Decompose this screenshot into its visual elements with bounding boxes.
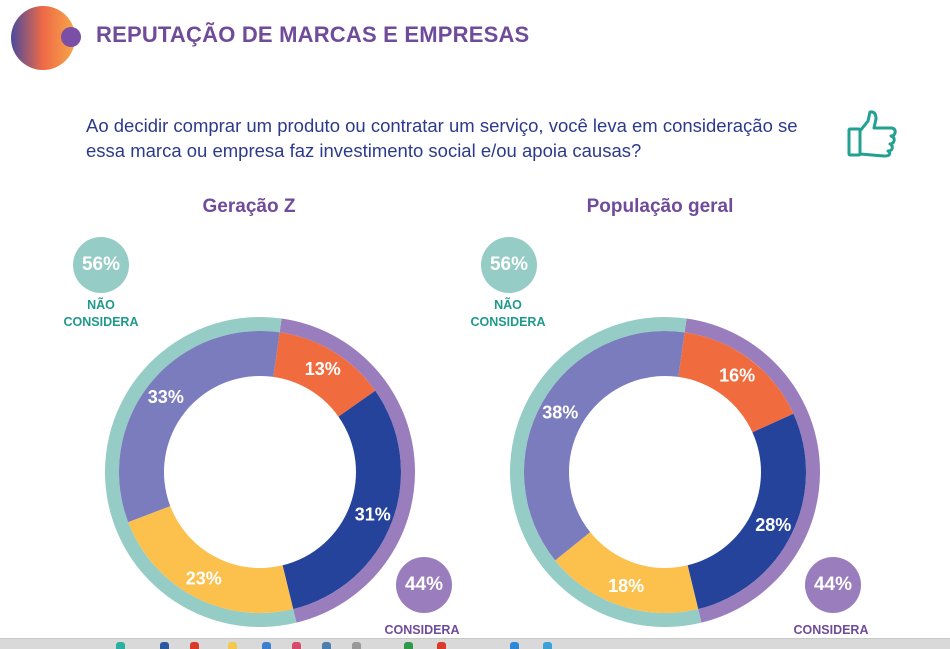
survey-question: Ao decidir comprar um produto ou contrat… — [86, 115, 798, 161]
segment-value-label: 18% — [608, 576, 644, 596]
chart-title-populacao-geral: População geral — [586, 196, 734, 217]
thumbs-up-icon — [847, 110, 897, 158]
label-line-1: NÃO — [87, 298, 115, 312]
chart-title-geracao-z: Geração Z — [202, 196, 296, 217]
taskbar-app-icon[interactable] — [228, 642, 237, 649]
inner-ring-segment — [128, 506, 294, 613]
brand-logo-icon — [11, 5, 81, 70]
taskbar-app-icon[interactable] — [160, 642, 169, 649]
nao-considera-bubble-geracao-z: 56% — [73, 237, 129, 293]
segment-value-label: 31% — [355, 504, 391, 524]
inner-ring-segment — [282, 390, 401, 610]
taskbar-app-icon[interactable] — [352, 642, 361, 649]
nao-considera-label-populacao-geral: NÃO CONSIDERA — [458, 297, 558, 331]
taskbar-app-icon[interactable] — [116, 642, 125, 649]
segment-value-label: 28% — [755, 515, 791, 535]
taskbar-app-icon[interactable] — [262, 642, 271, 649]
segment-value-label: 16% — [719, 366, 755, 386]
taskbar — [0, 638, 950, 649]
taskbar-app-icon[interactable] — [404, 642, 413, 649]
inner-ring-segment — [687, 413, 806, 610]
inner-ring-segment — [524, 331, 685, 561]
inner-ring-segment — [555, 532, 699, 613]
label-line-1: NÃO — [494, 298, 522, 312]
outer-ring-segment-considera — [684, 318, 820, 623]
label-line-2: CONSIDERA — [470, 315, 546, 329]
donut-chart-geracao-z: 13% 31% 23% 33% — [105, 317, 415, 627]
page-title: REPUTAÇÃO DE MARCAS E EMPRESAS — [96, 22, 530, 47]
taskbar-app-icon[interactable] — [510, 642, 519, 649]
nao-considera-label-geracao-z: NÃO CONSIDERA — [51, 297, 151, 331]
taskbar-app-icon[interactable] — [437, 642, 446, 649]
considera-label-populacao-geral: CONSIDERA — [793, 623, 869, 637]
inner-ring-segment — [273, 332, 376, 417]
taskbar-app-icon[interactable] — [190, 642, 199, 649]
inner-ring-segment — [678, 332, 794, 433]
segment-value-label: 13% — [305, 359, 341, 379]
considera-bubble-populacao-geral: 44% — [805, 557, 861, 613]
segment-value-label: 38% — [542, 402, 578, 422]
label-line-2: CONSIDERA — [63, 315, 139, 329]
considera-bubble-geracao-z: 44% — [396, 557, 452, 613]
segment-value-label: 23% — [186, 569, 222, 589]
considera-label-geracao-z: CONSIDERA — [384, 623, 460, 637]
taskbar-app-icon[interactable] — [543, 642, 552, 649]
taskbar-app-icon[interactable] — [292, 642, 301, 649]
taskbar-app-icon[interactable] — [322, 642, 331, 649]
outer-ring-segment-considera — [279, 318, 415, 623]
nao-considera-bubble-populacao-geral: 56% — [481, 237, 537, 293]
donut-chart-populacao-geral: 16% 28% 18% 38% — [510, 317, 820, 627]
inner-ring-segment — [118, 331, 280, 523]
segment-value-label: 33% — [148, 387, 184, 407]
